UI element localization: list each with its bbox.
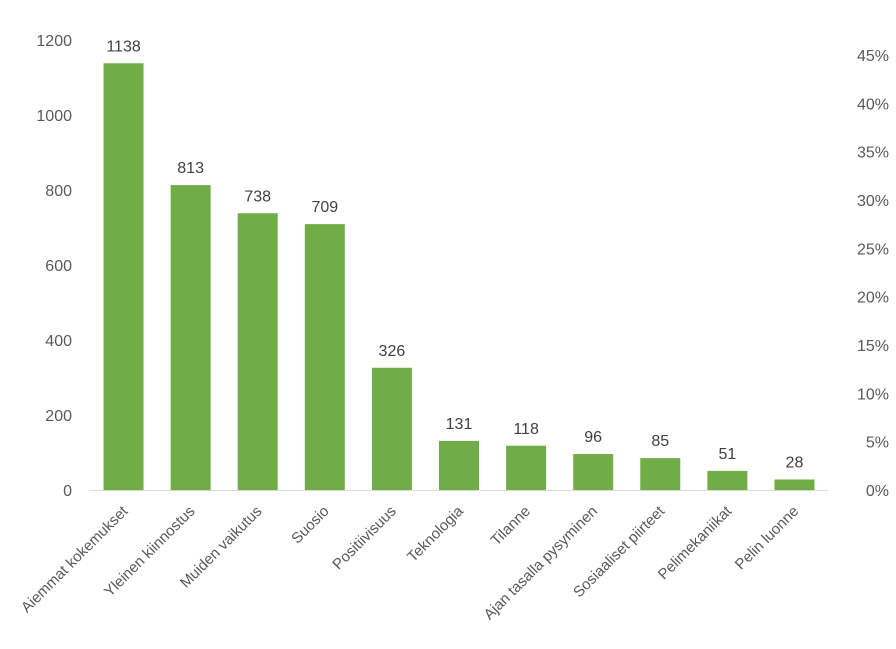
bar: [573, 454, 614, 490]
y2-tick-label: 30%: [857, 193, 889, 210]
bar: [170, 185, 211, 490]
y2-tick-label: 20%: [857, 290, 889, 307]
bar-value-label: 709: [311, 199, 338, 216]
category-label: Ajan tasalla pysyminen: [481, 503, 602, 624]
y-tick-label: 1000: [36, 108, 72, 125]
y-tick-label: 400: [45, 333, 72, 350]
y-tick-label: 1200: [36, 33, 72, 50]
bar: [774, 479, 815, 490]
y-tick-label: 600: [45, 258, 72, 275]
bar: [304, 224, 345, 490]
bar: [371, 367, 412, 490]
bar: [506, 445, 547, 490]
y2-tick-label: 0%: [866, 483, 889, 500]
data-labels: 1138 813 738 709 326 131 118 96 85 51 28: [106, 38, 803, 471]
bar-value-label: 326: [379, 343, 406, 360]
y-tick-label: 200: [45, 408, 72, 425]
category-label: Tilanne: [488, 503, 534, 549]
bar: [640, 458, 681, 490]
category-label: Suosio: [288, 503, 332, 547]
y2-tick-label: 25%: [857, 241, 889, 258]
y2-tick-label: 5%: [866, 435, 889, 452]
y2-tick-label: 45%: [857, 48, 889, 65]
bar-value-label: 1138: [106, 38, 141, 55]
bar: [103, 63, 144, 490]
y2-tick-label: 35%: [857, 145, 889, 162]
bar: [439, 440, 479, 490]
bar: [707, 470, 748, 490]
bar-value-label: 738: [244, 188, 271, 205]
category-label: Pelin luonne: [732, 503, 802, 573]
bar-value-label: 51: [718, 446, 736, 463]
y2-tick-label: 40%: [857, 96, 889, 113]
bar-value-label: 118: [513, 421, 539, 438]
y2-tick-label: 15%: [857, 338, 889, 355]
bar: [237, 213, 278, 490]
bar-value-label: 96: [584, 429, 602, 446]
y2-tick-label: 10%: [857, 386, 889, 403]
bars: [103, 63, 815, 490]
right-axis-ticks: 0% 5% 10% 15% 20% 25% 30% 35% 40% 45%: [857, 48, 889, 500]
y-tick-label: 0: [63, 483, 72, 500]
category-label: Aiemmat kokemukset: [18, 502, 132, 616]
bar-value-label: 85: [651, 433, 669, 450]
left-axis-ticks: 0 200 400 600 800 1000 1200: [36, 33, 72, 500]
bar-value-label: 28: [786, 455, 804, 472]
y-tick-label: 800: [45, 183, 72, 200]
bar-value-label: 813: [177, 160, 204, 177]
category-label: Positiivisuus: [329, 503, 399, 573]
bar-value-label: 131: [446, 416, 473, 433]
category-label: Teknologia: [404, 502, 467, 565]
